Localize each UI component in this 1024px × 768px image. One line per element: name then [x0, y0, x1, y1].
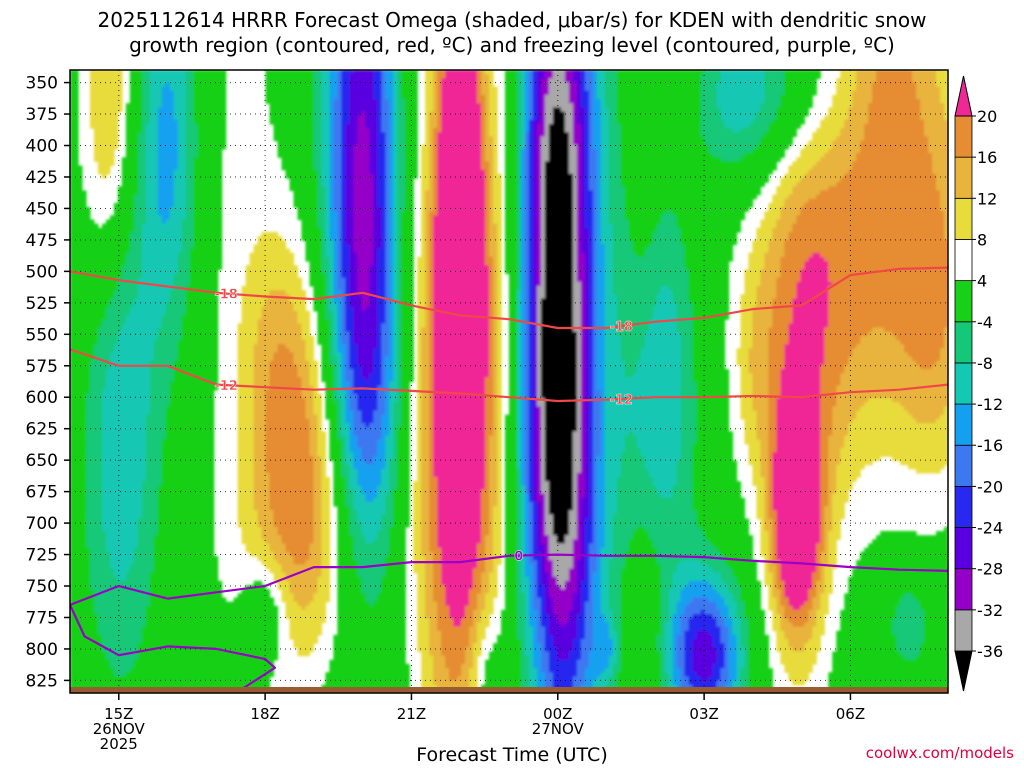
colorbar-label--16: -16: [977, 436, 1003, 455]
colorbar-label-4: 4: [977, 272, 987, 291]
colorbar-segment: [954, 403, 973, 446]
y-tick-label-575: 575: [26, 357, 58, 377]
x-tick-label-15Z-1: 26NOV: [93, 720, 146, 738]
colorbar-label--4: -4: [977, 313, 993, 332]
site-credit: coolwx.com/models: [865, 744, 1014, 762]
colorbar-label--32: -32: [977, 601, 1003, 620]
x-tick-label-00Z-0: 00Z: [543, 705, 572, 723]
colorbar-segment: [954, 527, 973, 570]
contour-line-segment-3: [70, 604, 276, 693]
omega-colorbar: -36 -32 -28 -24 -20 -16 -12 -8 -4 4 8 12 16 20: [954, 75, 1003, 692]
x-tick-label-18Z-0: 18Z: [250, 705, 279, 723]
y-tick-label-350: 350: [26, 74, 58, 94]
colorbar-label--20: -20: [977, 477, 1003, 496]
terrain-strip: [70, 687, 948, 693]
x-tick-label-06Z-0: 06Z: [836, 705, 865, 723]
colorbar-label--36: -36: [977, 642, 1003, 661]
y-tick-label-725: 725: [26, 546, 58, 566]
colorbar-segment: [954, 197, 973, 240]
colorbar-max-arrow: [954, 75, 973, 117]
y-tick-label-550: 550: [26, 325, 58, 345]
y-tick-label-625: 625: [26, 420, 58, 440]
y-tick-label-525: 525: [26, 294, 58, 314]
colorbar-label--24: -24: [977, 519, 1003, 538]
y-tick-label-600: 600: [26, 388, 58, 408]
colorbar-label-20: 20: [977, 107, 997, 126]
y-tick-label-475: 475: [26, 231, 58, 251]
colorbar-segment: [954, 362, 973, 405]
colorbar-segment: [954, 321, 973, 364]
y-tick-label-750: 750: [26, 577, 58, 597]
colorbar-segment: [954, 115, 973, 158]
contour-label: -18: [214, 288, 238, 303]
y-tick-label-650: 650: [26, 451, 58, 471]
y-tick-label-775: 775: [26, 608, 58, 628]
x-tick-label-15Z-0: 15Z: [104, 705, 133, 723]
colorbar-label-12: 12: [977, 189, 997, 208]
colorbar-segment: [954, 239, 973, 282]
y-tick-label-675: 675: [26, 483, 58, 503]
x-tick-label-15Z-2: 2025: [100, 735, 138, 753]
contour-label: -12: [609, 393, 633, 408]
colorbar-segment: [954, 485, 973, 528]
x-tick-label-00Z-1: 27NOV: [532, 720, 585, 738]
y-tick-label-375: 375: [26, 105, 58, 125]
contour-line--18: [70, 266, 948, 330]
colorbar-label--28: -28: [977, 560, 1003, 579]
y-tick-label-825: 825: [26, 671, 58, 691]
x-tick-label-03Z-0: 03Z: [689, 705, 718, 723]
colorbar-label-16: 16: [977, 148, 997, 167]
colorbar-label--12: -12: [977, 395, 1003, 414]
colorbar-min-arrow: [954, 650, 973, 692]
x-tick-label-21Z-0: 21Z: [397, 705, 426, 723]
x-axis-title: Forecast Time (UTC): [416, 744, 608, 766]
temperature-contours: -18 -18 -12 -12 0: [70, 266, 948, 693]
plot-frame: [69, 69, 949, 694]
chart-title-line-2: growth region (contoured, red, ºC) and f…: [129, 33, 895, 57]
colorbar-segment: [954, 609, 973, 652]
contour-label: -18: [609, 320, 633, 335]
colorbar-label--8: -8: [977, 354, 993, 373]
colorbar-segment: [954, 280, 973, 323]
colorbar-segment: [954, 444, 973, 487]
contour-line-0: [70, 553, 948, 606]
y-tick-label-400: 400: [26, 137, 58, 157]
contour-line--12: [70, 348, 948, 403]
colorbar-segment: [954, 156, 973, 199]
y-tick-label-700: 700: [26, 514, 58, 534]
colorbar-label-8: 8: [977, 230, 987, 249]
contour-label: 0: [514, 550, 523, 565]
y-tick-label-500: 500: [26, 262, 58, 282]
pressure-axis: 350 375 400 425 450 475 500 525 550 575 600 625 650 6…: [26, 74, 70, 691]
chart-title-line-1: 2025112614 HRRR Forecast Omega (shaded, …: [97, 8, 927, 32]
omega-shading: [70, 70, 948, 693]
y-tick-label-425: 425: [26, 168, 58, 188]
y-tick-label-800: 800: [26, 640, 58, 660]
colorbar-segment: [954, 568, 973, 611]
contour-label: -12: [214, 379, 238, 394]
y-tick-label-450: 450: [26, 199, 58, 219]
